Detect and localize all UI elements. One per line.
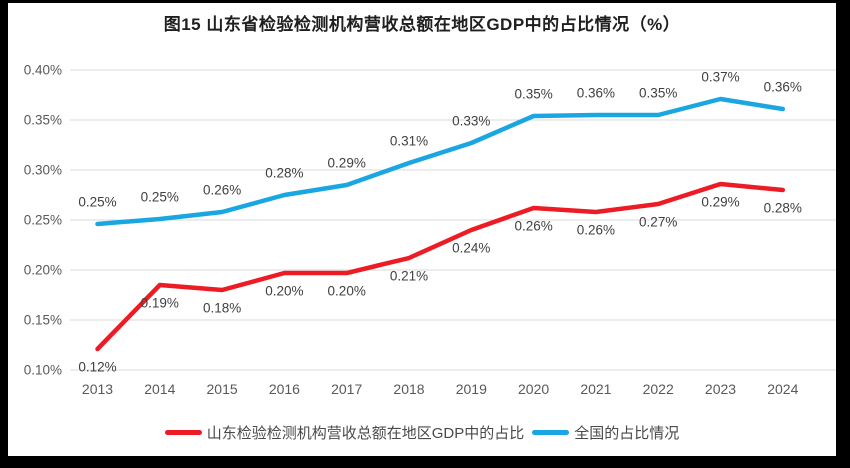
legend-item-national: 全国的占比情况: [532, 422, 679, 443]
x-axis-labels: 2013 2014 2015 2016 2017 2018 2019 2020 2021 2022…: [82, 381, 799, 397]
svg-text:0.35%: 0.35%: [514, 87, 552, 102]
svg-text:0.10%: 0.10%: [24, 363, 62, 378]
chart-legend: 山东检验检测机构营收总额在地区GDP中的占比 全国的占比情况: [8, 422, 836, 443]
svg-text:2023: 2023: [705, 381, 736, 397]
svg-text:2018: 2018: [393, 381, 424, 397]
svg-text:2019: 2019: [456, 381, 487, 397]
svg-text:0.36%: 0.36%: [577, 86, 615, 101]
svg-text:0.20%: 0.20%: [24, 263, 62, 278]
legend-item-shandong: 山东检验检测机构营收总额在地区GDP中的占比: [164, 422, 525, 443]
svg-text:0.25%: 0.25%: [24, 213, 62, 228]
svg-text:0.35%: 0.35%: [24, 113, 62, 128]
series-labels-1: 0.25% 0.25% 0.26% 0.28% 0.29% 0.31% 0.33% 0.35%…: [78, 70, 802, 210]
svg-text:0.19%: 0.19%: [141, 296, 179, 311]
svg-text:2017: 2017: [331, 381, 362, 397]
svg-text:0.25%: 0.25%: [141, 190, 179, 205]
svg-text:0.28%: 0.28%: [764, 201, 802, 216]
svg-text:0.35%: 0.35%: [639, 86, 677, 101]
legend-label-shandong: 山东检验检测机构营收总额在地区GDP中的占比: [206, 425, 525, 442]
series-labels-0: 0.12% 0.19% 0.18% 0.20% 0.20% 0.21% 0.24% 0.26%…: [78, 195, 802, 375]
svg-text:2024: 2024: [767, 381, 798, 397]
legend-line-swatch-blue: [532, 430, 570, 435]
svg-text:0.24%: 0.24%: [452, 241, 490, 256]
svg-text:0.28%: 0.28%: [265, 166, 303, 181]
svg-text:0.33%: 0.33%: [452, 114, 490, 129]
gridlines: [70, 69, 836, 371]
svg-text:0.25%: 0.25%: [78, 195, 116, 210]
chart-canvas: 0.10%0.15%0.20%0.25%0.30%0.35%0.40%2013 2…: [24, 63, 836, 397]
svg-text:0.18%: 0.18%: [203, 301, 241, 316]
svg-text:0.40%: 0.40%: [24, 63, 62, 78]
svg-text:0.12%: 0.12%: [78, 360, 116, 375]
svg-text:0.26%: 0.26%: [577, 223, 615, 238]
series-line-0: [95, 181, 786, 352]
svg-text:2021: 2021: [580, 381, 611, 397]
svg-text:0.30%: 0.30%: [24, 163, 62, 178]
svg-text:0.20%: 0.20%: [328, 284, 366, 299]
svg-text:0.20%: 0.20%: [265, 284, 303, 299]
svg-text:0.15%: 0.15%: [24, 313, 62, 328]
y-axis-labels: 0.10% 0.15% 0.20% 0.25% 0.30% 0.35% 0.40%: [24, 63, 62, 378]
svg-text:2014: 2014: [144, 381, 175, 397]
svg-text:2022: 2022: [643, 381, 674, 397]
svg-text:0.29%: 0.29%: [328, 156, 366, 171]
svg-text:0.37%: 0.37%: [701, 70, 739, 85]
svg-text:0.31%: 0.31%: [390, 134, 428, 149]
svg-text:2020: 2020: [518, 381, 549, 397]
chart-title: 图15 山东省检验检测机构营收总额在地区GDP中的占比情况（%）: [163, 15, 681, 34]
svg-text:2016: 2016: [269, 381, 300, 397]
svg-text:2015: 2015: [207, 381, 238, 397]
legend-label-national: 全国的占比情况: [574, 425, 680, 442]
svg-text:0.27%: 0.27%: [639, 215, 677, 230]
chart-plot-background: 图15 山东省检验检测机构营收总额在地区GDP中的占比情况（%） 0.10% 0.…: [8, 3, 836, 456]
legend-line-swatch-red: [164, 430, 202, 435]
svg-text:2013: 2013: [82, 381, 113, 397]
svg-text:0.21%: 0.21%: [390, 269, 428, 284]
svg-text:0.36%: 0.36%: [764, 80, 802, 95]
svg-text:0.29%: 0.29%: [701, 195, 739, 210]
svg-text:0.26%: 0.26%: [514, 219, 552, 234]
svg-text:0.26%: 0.26%: [203, 183, 241, 198]
series-line-1: [95, 96, 786, 227]
